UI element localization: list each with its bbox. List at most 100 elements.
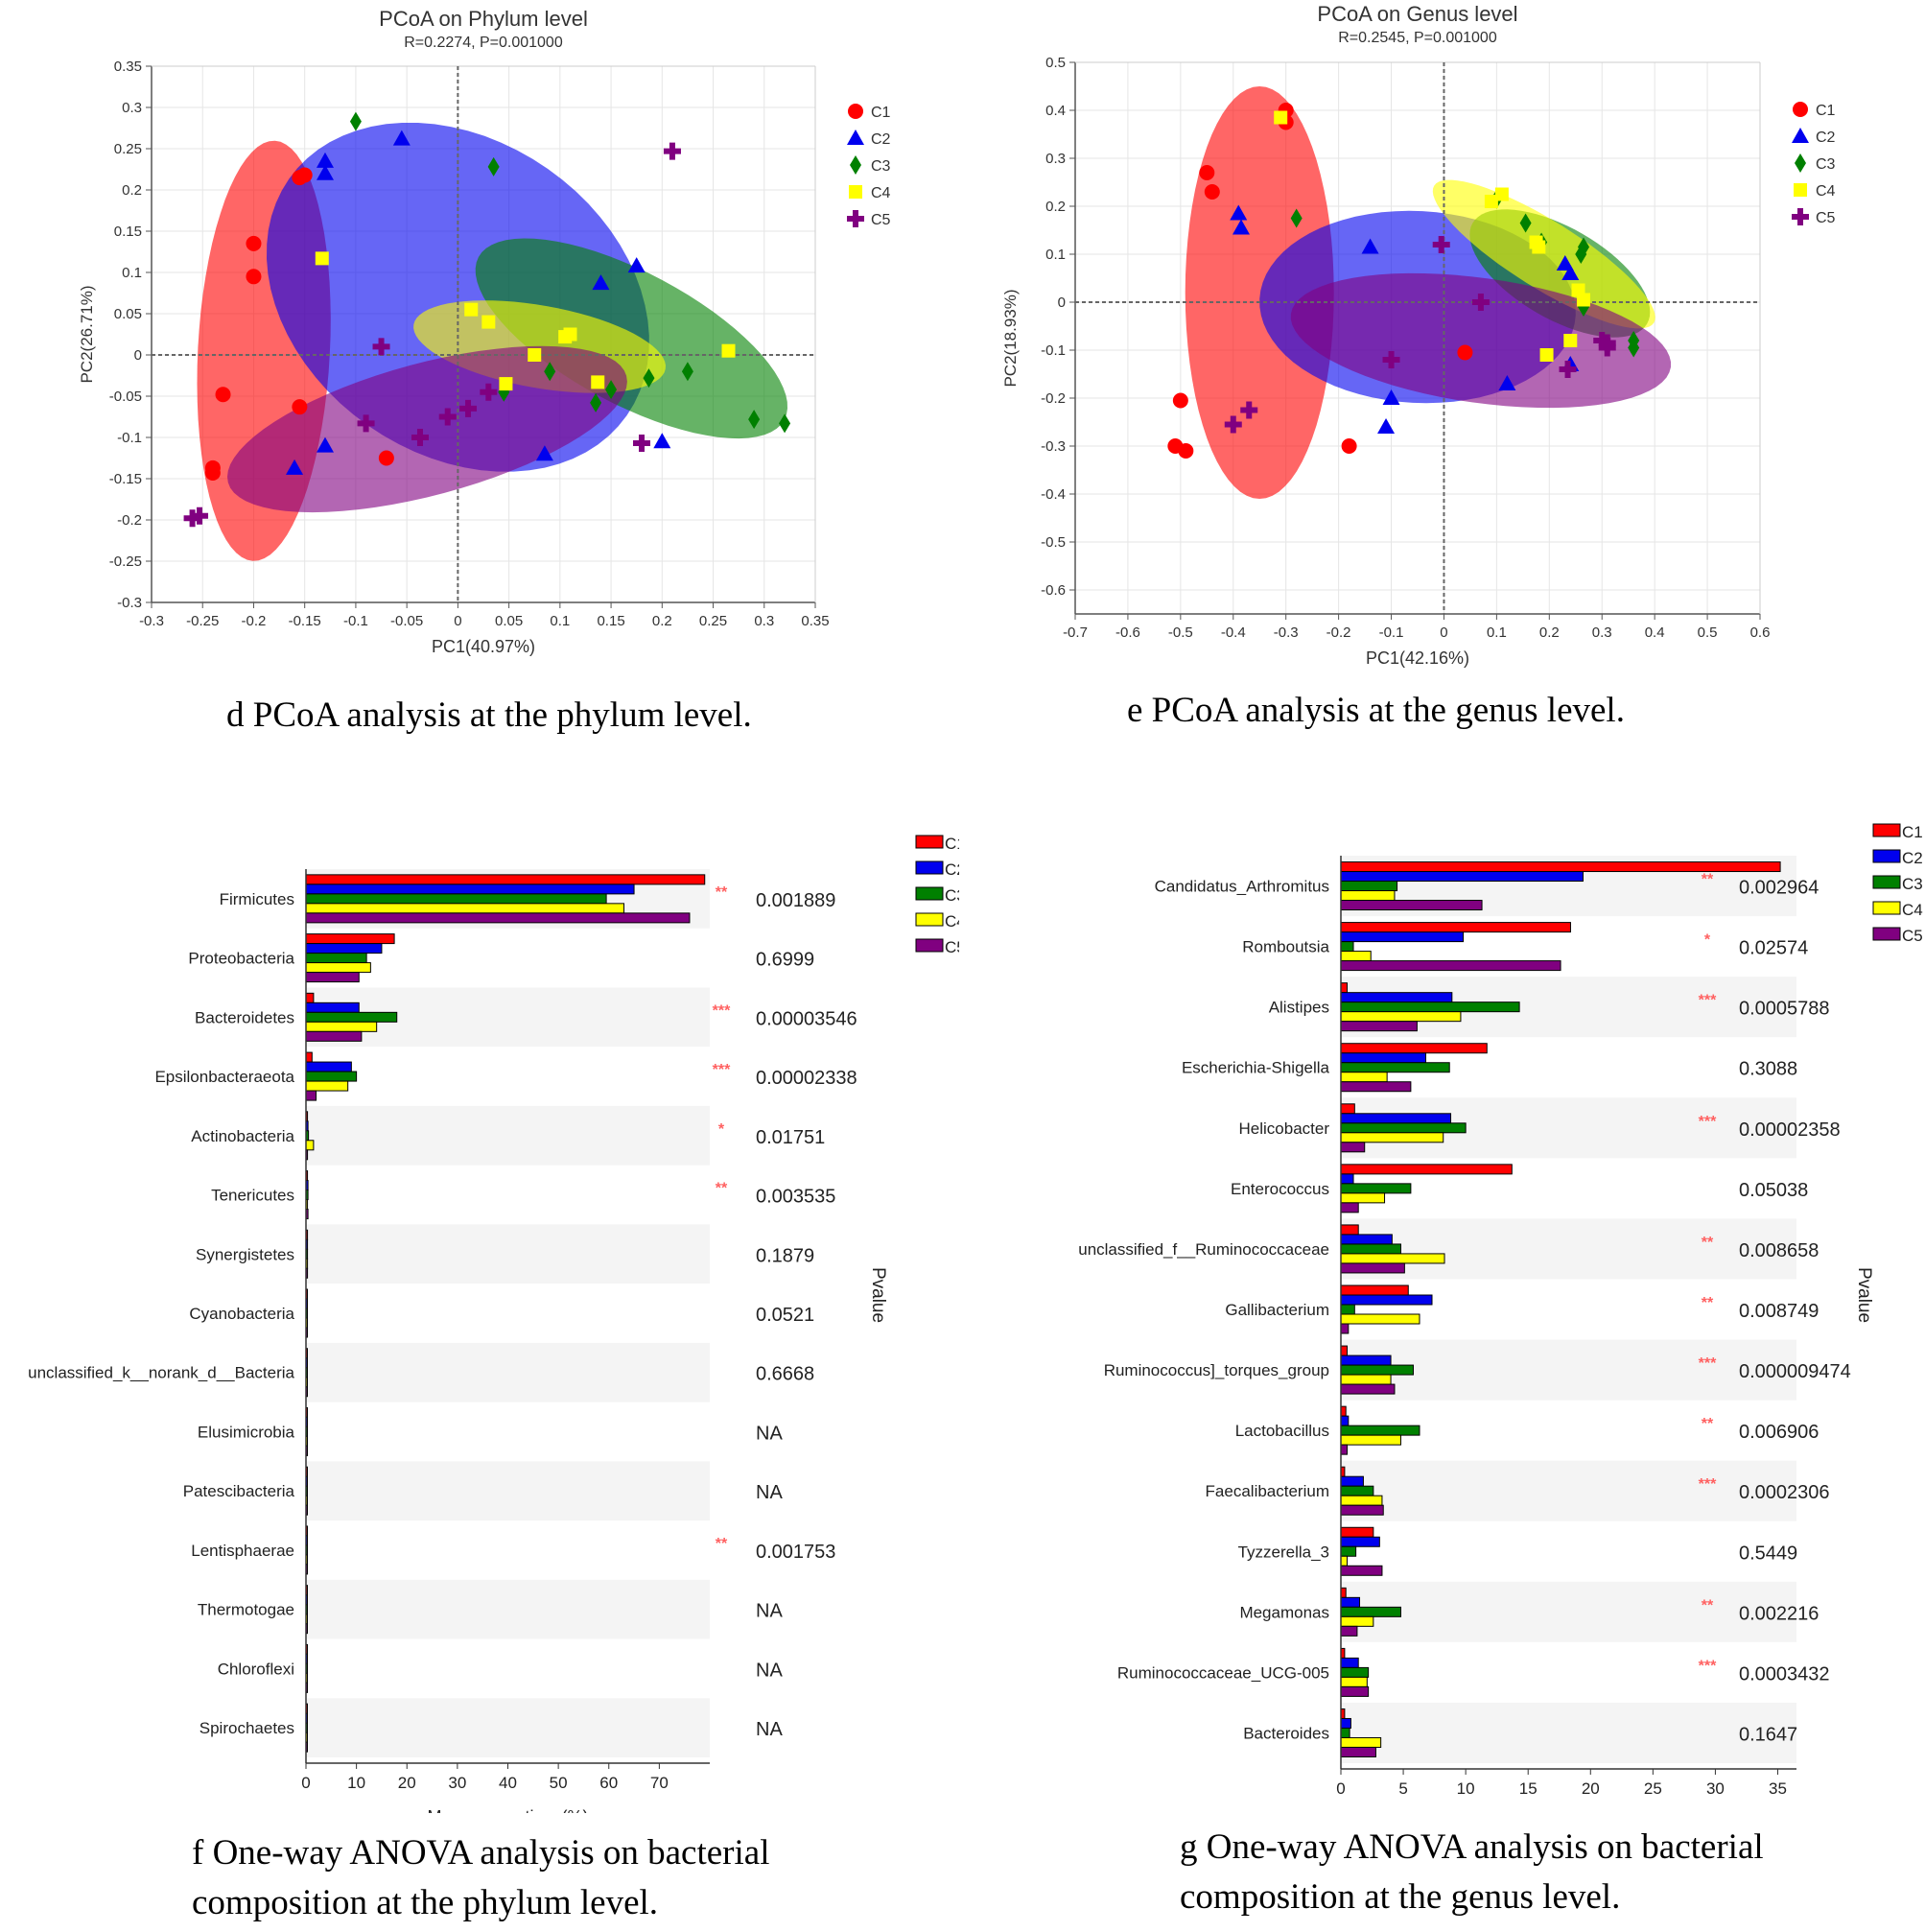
bar-c4 (1340, 1736, 1382, 1748)
y-tick-label: -0.3 (117, 595, 142, 611)
bar-c5 (1340, 1262, 1405, 1274)
bar-c1 (1340, 1405, 1347, 1417)
category-label: unclassified_f__Ruminococcaceae (1078, 1240, 1329, 1259)
x-tick-label: 35 (1769, 1779, 1787, 1798)
confidence-ellipse-c5 (227, 345, 627, 513)
legend-label-c1: C1 (1816, 103, 1836, 119)
bar-c2 (1340, 1173, 1354, 1185)
data-point-c3 (605, 380, 618, 400)
x-tick-label: 10 (1457, 1779, 1475, 1798)
y-tick-label: 0.2 (122, 182, 142, 199)
significance-mark: *** (1699, 1355, 1717, 1372)
bar-c4 (1340, 1313, 1420, 1325)
data-point-c5 (633, 435, 651, 453)
bar-c2 (1340, 992, 1453, 1003)
bar-c3 (1340, 1485, 1374, 1496)
pvalue-label: 0.002964 (1739, 878, 1819, 899)
significance-mark: *** (1699, 1114, 1717, 1130)
category-label: Helicobacter (1239, 1119, 1330, 1138)
caption-g-line1: g One-way ANOVA analysis on bacterial (1180, 1827, 1764, 1867)
bar-c1 (305, 933, 395, 945)
row-band (306, 1224, 710, 1284)
legend-label-c5: C5 (1902, 927, 1923, 945)
category-label: Megamonas (1239, 1603, 1329, 1621)
category-label: Enterococcus (1231, 1180, 1329, 1198)
pvalue-label: 0.5449 (1739, 1543, 1797, 1564)
legend-swatch-c5 (915, 938, 944, 953)
bar-c1 (1340, 1224, 1359, 1236)
pvalue-label: 0.02574 (1739, 938, 1808, 959)
bar-c4 (1340, 1615, 1374, 1627)
y-tick-label: 0.1 (122, 265, 142, 281)
x-tick-label: 25 (1644, 1779, 1662, 1798)
legend-swatch-c2 (1872, 849, 1901, 863)
data-point-c3 (779, 413, 791, 434)
legend-marker-c5 (1792, 208, 1809, 225)
category-label: Bacteroides (1243, 1724, 1329, 1742)
x-tick-label: 20 (398, 1774, 416, 1792)
y-tick-label: -0.3 (1041, 438, 1066, 455)
row-band (1341, 1702, 1796, 1763)
x-tick-label: -0.4 (1221, 624, 1246, 641)
bar-c3 (1340, 1606, 1401, 1617)
legend-label-c5: C5 (945, 938, 959, 956)
category-label: unclassified_k__norank_d__Bacteria (28, 1364, 294, 1382)
bar-c2 (305, 884, 635, 895)
legend-label-c2: C2 (1816, 130, 1836, 146)
category-label: Synergistetes (196, 1245, 294, 1263)
x-tick-label: -0.3 (139, 613, 164, 629)
pcoa-phylum-panel: PCoA on Phylum level R=0.2274, P=0.001000… (0, 0, 959, 671)
bar-c4 (305, 1140, 315, 1151)
significance-mark: *** (1699, 1658, 1717, 1674)
legend-marker-c5 (847, 210, 864, 227)
anova-genus-chart: Candidatus_Arthromitus ** 0.002964 Rombouts… (1078, 823, 1923, 1832)
caption-g-line2: composition at the genus level. (1180, 1877, 1621, 1917)
x-tick-label: 30 (448, 1774, 466, 1792)
bar-c4 (1340, 1192, 1386, 1204)
bar-c5 (1340, 900, 1483, 911)
pvalue-label: 0.0005788 (1739, 999, 1830, 1020)
bar-c3 (1340, 1122, 1467, 1134)
y-tick-label: 0.3 (122, 100, 142, 116)
row-band (306, 1461, 710, 1521)
caption-d: d PCoA analysis at the phylum level. (226, 695, 752, 735)
row-band (306, 1579, 710, 1639)
bar-c2 (1340, 931, 1465, 943)
y-tick-label: 0.4 (1045, 103, 1066, 119)
legend-label-c4: C4 (1902, 901, 1923, 919)
x-axis-label: PC1(42.16%) (1366, 648, 1469, 668)
data-point-c3 (1290, 208, 1303, 228)
bar-c3 (1340, 1666, 1370, 1678)
bar-c2 (1340, 1475, 1364, 1487)
y-axis-label: PC2(18.93%) (1001, 289, 1020, 387)
data-point-c2 (316, 152, 334, 168)
legend-swatch-c4 (915, 912, 944, 927)
pvalue-label: 0.0521 (756, 1305, 814, 1326)
data-point-c5 (1432, 236, 1450, 253)
x-axis-label: PC1(40.97%) (432, 637, 535, 656)
bar-c4 (1340, 1072, 1388, 1083)
bar-c5 (1340, 1021, 1418, 1032)
bar-c3 (1340, 1364, 1414, 1376)
data-point-c3 (1578, 237, 1590, 257)
legend-marker-c1 (1793, 102, 1808, 117)
x-tick-label: 0.35 (801, 613, 829, 629)
data-point-c5 (183, 509, 201, 528)
data-point-c5 (1240, 401, 1258, 419)
x-tick-label: 50 (550, 1774, 568, 1792)
x-tick-label: -0.5 (1168, 624, 1193, 641)
x-tick-label: 0.3 (754, 613, 774, 629)
data-point-c2 (535, 445, 553, 461)
bar-c3 (1340, 941, 1354, 953)
data-point-c4 (1539, 348, 1554, 362)
bar-c2 (1340, 1355, 1392, 1366)
data-point-c4 (1494, 187, 1509, 201)
caption-f-line1: f One-way ANOVA analysis on bacterial (192, 1833, 770, 1873)
category-label: Thermotogae (198, 1601, 294, 1619)
chart-title: PCoA on Genus level (1317, 2, 1517, 26)
bar-c4 (1340, 1434, 1401, 1446)
pvalue-axis-label: Pvalue (868, 1267, 888, 1323)
data-point-c1 (296, 167, 313, 183)
y-tick-label: 0.3 (1045, 151, 1066, 167)
pvalue-label: 0.008658 (1739, 1240, 1819, 1261)
